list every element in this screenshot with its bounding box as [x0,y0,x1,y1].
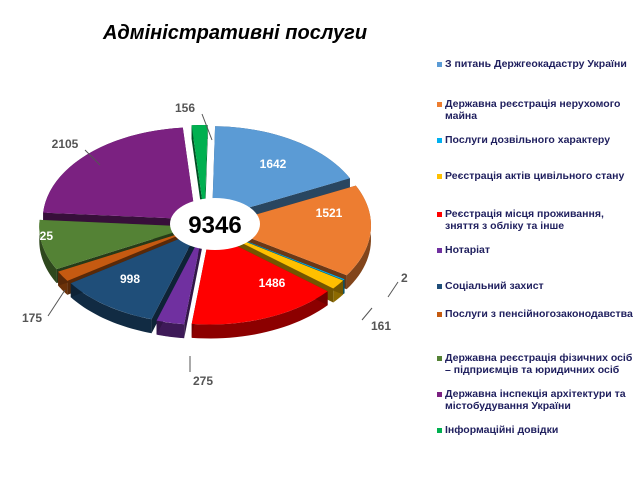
slice-6 [70,231,198,320]
slice-9 [43,127,196,220]
chart-title: Адміністративні послуги [102,22,368,44]
data-label-1: 1521 [316,206,343,220]
legend-label: Реєстрація актів цивільного стану [445,170,625,182]
slice-7 [58,229,194,281]
slice-side-4 [191,291,328,339]
leader-line-7 [47,289,66,317]
center-hole [170,198,260,250]
legend-item: Послуги дозвільного характеру [437,134,637,146]
slice-0 [212,126,350,219]
slice-8 [39,219,193,270]
legend-item: Державна інспекція архітектури та містоб… [437,388,637,412]
legend-label: Державна інспекція архітектури та містоб… [445,388,626,412]
data-label-9: 2105 [52,137,79,151]
data-label-3: 161 [371,319,391,333]
data-label-0: 1642 [260,157,287,171]
slice-3 [215,229,344,289]
leader-line-10 [201,113,213,141]
leader-line-extra [387,281,399,298]
legend-swatch [437,284,442,289]
data-label-5: 275 [193,374,213,388]
legend-item: Нотаріат [437,244,637,256]
legend-item: Послуги з пенсійногозаконодавства [437,308,637,320]
legend-swatch [437,174,442,179]
legend-item: Державна реєстрація нерухомого майна [437,98,637,122]
slice-1 [217,185,371,276]
data-label-extra: 2 [401,271,408,285]
data-label-8: 825 [33,229,53,243]
data-label-6: 998 [120,272,140,286]
legend-swatch [437,428,442,433]
legend-label: Державна реєстрація фізичних осіб – підп… [445,352,633,376]
data-label-10: 156 [175,101,195,115]
legend-swatch [437,62,442,67]
legend-label: Соціальний захист [445,280,544,292]
legend-swatch [437,248,442,253]
legend-swatch [437,312,442,317]
slice-5 [156,232,203,325]
slice-2 [215,229,345,281]
total-label: 9346 [188,212,241,239]
legend-label: Послуги з пенсійногозаконодавства [445,308,633,320]
leader-line-3 [361,307,373,321]
legend-item: Інформаційні довідки [437,424,637,436]
legend-item: Реєстрація місця проживання, зняття з об… [437,208,637,232]
data-label-7: 175 [22,311,42,325]
legend-label: Державна реєстрація нерухомого майна [445,98,621,122]
legend-swatch [437,138,442,143]
legend-label: Послуги дозвільного характеру [445,134,611,146]
slice-wall-7-1 [58,229,194,286]
pie-tops [39,124,371,325]
legend-item: Соціальний захист [437,280,637,292]
legend-swatch [437,212,442,217]
legend-item: Державна реєстрація фізичних осіб – підп… [437,352,637,376]
legend-label: Інформаційні довідки [445,424,559,436]
slice-side-5 [156,320,185,339]
data-label-4: 1486 [259,276,286,290]
legend-label: З питань Держгеокадастру України [445,58,627,70]
slice-side-6 [70,283,152,334]
slice-4 [191,232,328,325]
legend-swatch [437,356,442,361]
legend-label: Нотаріат [445,244,491,256]
slice-wall-5-0 [184,232,203,339]
legend-swatch [437,392,442,397]
leader-line-9 [84,149,101,166]
slice-10 [191,124,208,217]
legend-label: Реєстрація місця проживання, зняття з об… [445,208,604,232]
legend-swatch [437,102,442,107]
legend-item: Реєстрація актів цивільного стану [437,170,637,182]
data-labels: 1642 1521 161 1486 275 998 175 825 2105 156 2 [22,101,408,388]
slice-wall-6-0 [151,231,198,334]
legend-item: З питань Держгеокадастру України [437,58,637,70]
slice-side-8 [39,219,57,284]
